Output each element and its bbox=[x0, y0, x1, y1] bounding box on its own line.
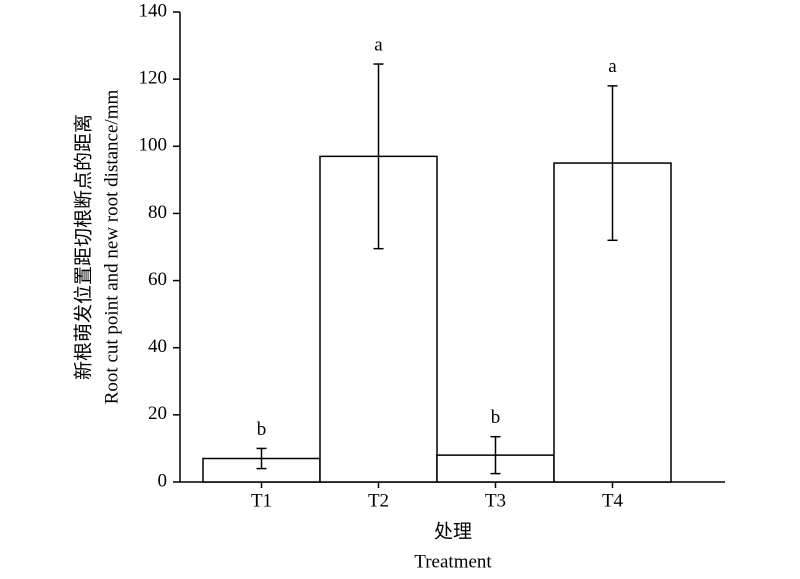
significance-letter: b bbox=[257, 419, 267, 440]
x-tick-label: T3 bbox=[485, 490, 506, 511]
y-tick-label: 100 bbox=[139, 135, 168, 156]
y-axis-label: Root cut point and new root distance/mm bbox=[101, 90, 122, 405]
y-axis-label: 新根萌发位置距切根断点的距离 bbox=[72, 114, 94, 380]
error-bar bbox=[490, 435, 501, 475]
x-tick-label: T1 bbox=[251, 490, 272, 511]
x-tick-label: T4 bbox=[602, 490, 624, 511]
y-tick-label: 120 bbox=[139, 68, 168, 89]
y-tick-label: 0 bbox=[158, 470, 168, 491]
significance-letter: a bbox=[608, 56, 617, 77]
x-axis-label: 处理 bbox=[434, 520, 472, 542]
x-axis-label: Treatment bbox=[414, 551, 492, 572]
error-bar bbox=[256, 447, 267, 470]
x-tick-label: T2 bbox=[368, 490, 389, 511]
significance-letter: b bbox=[491, 407, 501, 428]
bar bbox=[553, 162, 672, 483]
error-bar bbox=[373, 63, 384, 250]
y-tick-label: 20 bbox=[148, 403, 167, 424]
y-tick-label: 140 bbox=[139, 0, 168, 21]
y-tick-label: 80 bbox=[148, 202, 167, 223]
error-bar bbox=[607, 85, 618, 242]
y-tick-label: 40 bbox=[148, 336, 167, 357]
y-tick-label: 60 bbox=[148, 269, 167, 290]
significance-letter: a bbox=[374, 34, 383, 55]
